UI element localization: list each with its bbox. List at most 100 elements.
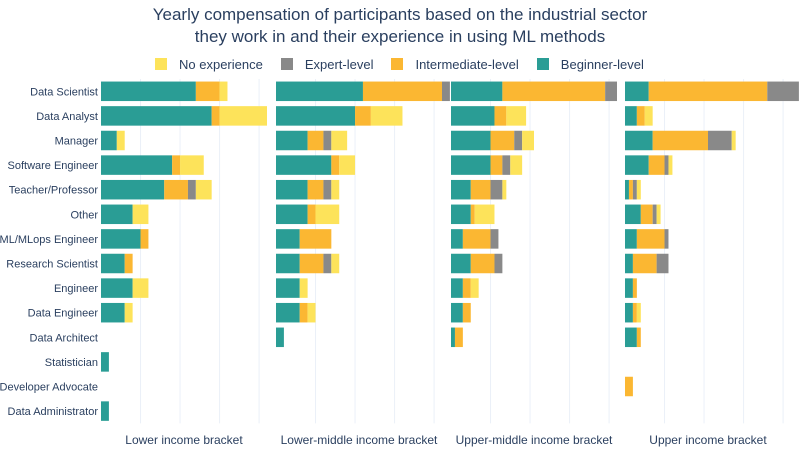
- bar-no-experience-software-engineer: [339, 155, 356, 175]
- bar-no-experience-data-engineer: [636, 302, 641, 323]
- bar-beginner-level-data-engineer: [625, 302, 633, 323]
- legend-label: Beginner-level: [560, 56, 644, 72]
- bar-beginner-level-data-analyst: [451, 106, 495, 126]
- bar-expert-level-research-scientist: [494, 253, 503, 274]
- bar-beginner-level-engineer: [625, 278, 633, 298]
- bar-no-experience-data-analyst: [506, 106, 527, 126]
- bar-intermediate-level-data-analyst: [636, 106, 645, 126]
- bar-beginner-level-data-analyst: [625, 106, 637, 126]
- bar-beginner-level-manager: [276, 130, 308, 151]
- bar-expert-level-software-engineer: [664, 155, 669, 175]
- bar-no-experience-manager: [331, 130, 348, 151]
- bar-no-experience-research-scientist: [331, 253, 340, 274]
- bar-beginner-level-manager: [625, 130, 653, 151]
- bar-intermediate-level-engineer: [632, 278, 637, 298]
- chart-title-line-1: Yearly compensation of participants base…: [152, 5, 648, 24]
- bar-intermediate-level-data-architect: [454, 327, 463, 348]
- legend-label: Expert-level: [304, 56, 374, 72]
- bar-expert-level-teacher-professor: [187, 179, 196, 200]
- bar-expert-level-research-scientist: [323, 253, 332, 274]
- legend-swatch-no-experience: [155, 58, 167, 70]
- legend-item-intermediate-level[interactable]: Intermediate-level: [391, 56, 519, 72]
- category-label-teacher-professor: Teacher/Professor: [9, 185, 99, 197]
- bar-expert-level-software-engineer: [502, 155, 511, 175]
- bar-intermediate-level-other: [307, 204, 316, 225]
- bar-beginner-level-software-engineer: [276, 155, 332, 175]
- bar-intermediate-level-software-engineer: [331, 155, 340, 175]
- bar-beginner-level-data-analyst: [276, 106, 356, 126]
- bar-beginner-level-data-engineer: [451, 302, 463, 323]
- legend: No experience Expert-level Intermediate-le…: [155, 55, 662, 73]
- bar-beginner-level-manager: [451, 130, 491, 151]
- bar-intermediate-level-research-scientist: [299, 253, 324, 274]
- bar-intermediate-level-developer-advocate: [625, 376, 633, 397]
- bar-beginner-level-software-engineer: [101, 155, 173, 175]
- legend-label: No experience: [179, 56, 263, 72]
- bar-beginner-level-research-scientist: [451, 253, 471, 274]
- legend-item-beginner-level[interactable]: Beginner-level: [536, 56, 644, 72]
- chart-title: Yearly compensation of participants base…: [0, 4, 800, 48]
- bar-no-experience-other: [656, 204, 661, 225]
- bar-beginner-level-ml-mlops-engineer: [451, 229, 463, 249]
- bar-beginner-level-engineer: [101, 278, 133, 298]
- bar-expert-level-teacher-professor: [632, 179, 637, 200]
- bar-beginner-level-engineer: [451, 278, 463, 298]
- bar-expert-level-teacher-professor: [323, 179, 332, 200]
- category-label-data-engineer: Data Engineer: [28, 308, 99, 320]
- panel-label-2: Lower-middle income bracket: [281, 433, 438, 447]
- bar-beginner-level-data-administrator: [101, 401, 109, 421]
- bar-no-experience-engineer: [470, 278, 479, 298]
- bar-no-experience-other: [474, 204, 495, 225]
- bar-intermediate-level-teacher-professor: [307, 179, 324, 200]
- legend-item-no-experience[interactable]: No experience: [155, 57, 263, 72]
- panel-label-1: Lower income bracket: [125, 433, 243, 447]
- category-label-other: Other: [70, 209, 98, 221]
- bar-intermediate-level-other: [470, 204, 475, 225]
- bar-beginner-level-teacher-professor: [276, 179, 308, 200]
- bar-no-experience-engineer: [132, 278, 149, 298]
- bar-expert-level-manager: [514, 130, 523, 151]
- bar-intermediate-level-ml-mlops-engineer: [299, 229, 332, 249]
- bar-intermediate-level-data-scientist: [362, 81, 442, 102]
- bar-beginner-level-statistician: [101, 352, 109, 372]
- bar-no-experience-engineer: [299, 278, 308, 298]
- bar-intermediate-level-data-engineer: [299, 302, 308, 323]
- category-label-data-scientist: Data Scientist: [30, 86, 98, 98]
- bar-intermediate-level-ml-mlops-engineer: [140, 229, 149, 249]
- bar-no-experience-data-analyst: [219, 106, 267, 126]
- bar-intermediate-level-data-analyst: [355, 106, 371, 126]
- bar-intermediate-level-ml-mlops-engineer: [462, 229, 491, 249]
- bar-beginner-level-data-architect: [625, 327, 637, 348]
- legend-swatch-beginner-level: [536, 58, 549, 70]
- bar-intermediate-level-data-engineer: [632, 302, 637, 323]
- bar-no-experience-other: [315, 204, 340, 225]
- bar-beginner-level-manager: [101, 130, 117, 151]
- bar-intermediate-level-software-engineer: [490, 155, 503, 175]
- bar-no-experience-data-analyst: [370, 106, 403, 126]
- category-label-ml-mlops-engineer: ML/MLops Engineer: [0, 234, 98, 246]
- bar-intermediate-level-software-engineer: [648, 155, 665, 175]
- legend-swatch-expert-level: [280, 58, 293, 70]
- bar-expert-level-manager: [708, 130, 732, 151]
- legend-label: Intermediate-level: [415, 56, 519, 72]
- bar-intermediate-level-teacher-professor: [164, 179, 188, 200]
- legend-item-expert-level[interactable]: Expert-level: [280, 56, 374, 72]
- bar-beginner-level-research-scientist: [276, 253, 300, 274]
- bar-intermediate-level-data-analyst: [494, 106, 507, 126]
- bar-expert-level-ml-mlops-engineer: [490, 229, 499, 249]
- category-label-data-analyst: Data Analyst: [36, 111, 98, 123]
- bar-intermediate-level-other: [640, 204, 653, 225]
- bar-beginner-level-data-scientist: [276, 81, 363, 102]
- bar-no-experience-teacher-professor: [636, 179, 641, 200]
- bar-beginner-level-ml-mlops-engineer: [276, 229, 300, 249]
- bar-beginner-level-ml-mlops-engineer: [625, 229, 637, 249]
- category-label-software-engineer: Software Engineer: [8, 160, 99, 172]
- bar-no-experience-manager: [116, 130, 125, 151]
- bar-intermediate-level-data-scientist: [648, 81, 768, 102]
- category-label-developer-advocate: Developer Advocate: [0, 382, 98, 394]
- bar-intermediate-level-research-scientist: [632, 253, 657, 274]
- bar-no-experience-data-analyst: [644, 106, 653, 126]
- category-label-research-scientist: Research Scientist: [6, 259, 98, 271]
- bar-no-experience-manager: [522, 130, 534, 151]
